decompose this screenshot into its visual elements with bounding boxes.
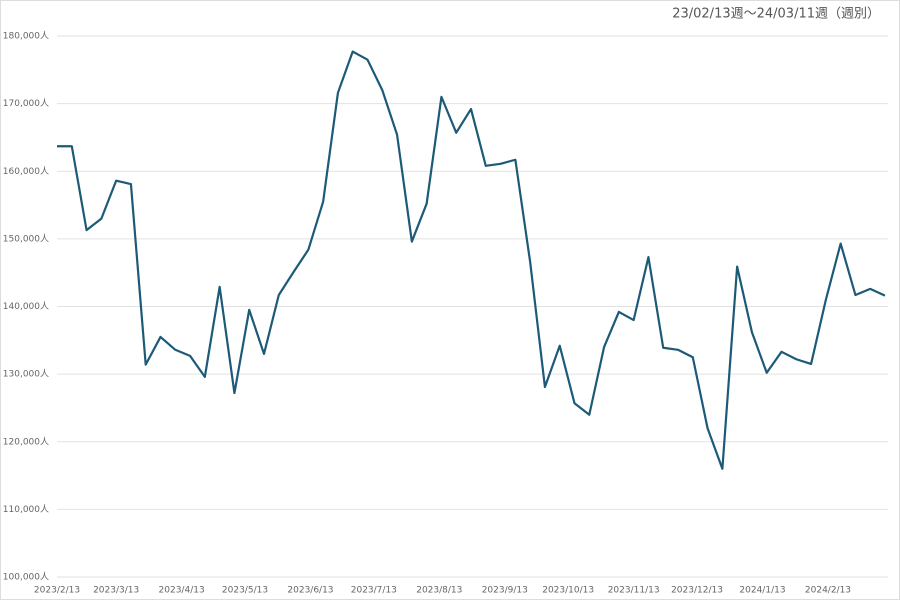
- x-tick-label: 2023/10/13: [542, 586, 594, 596]
- x-tick-label: 2023/4/13: [159, 586, 205, 596]
- x-tick-label: 2023/2/13: [34, 586, 80, 596]
- y-tick-label: 140,000人: [3, 301, 49, 312]
- y-tick-label: 120,000人: [3, 436, 49, 447]
- x-tick-label: 2024/2/13: [805, 586, 851, 596]
- x-tick-label: 2023/6/13: [287, 586, 333, 596]
- chart-title: 23/02/13週〜24/03/11週（週別）: [672, 7, 880, 22]
- x-tick-label: 2023/11/13: [608, 586, 660, 596]
- y-tick-label: 180,000人: [3, 31, 49, 42]
- line: [57, 50, 886, 470]
- y-tick-label: 100,000人: [3, 572, 49, 583]
- x-tick-label: 2023/12/13: [671, 586, 723, 596]
- y-tick-label: 150,000人: [3, 233, 49, 244]
- x-tick-label: 2023/3/13: [93, 586, 139, 596]
- y-tick-label: 160,000人: [3, 166, 49, 177]
- y-tick-label: 110,000人: [3, 504, 49, 515]
- x-tick-label: 2023/8/13: [416, 586, 462, 596]
- x-tick-label: 2023/5/13: [222, 586, 268, 596]
- x-tick-label: 2024/1/13: [739, 586, 785, 596]
- y-tick-label: 170,000人: [3, 98, 49, 109]
- x-tick-label: 2023/7/13: [351, 586, 397, 596]
- y-tick-label: 130,000人: [3, 369, 49, 380]
- x-tick-label: 2023/9/13: [482, 586, 528, 596]
